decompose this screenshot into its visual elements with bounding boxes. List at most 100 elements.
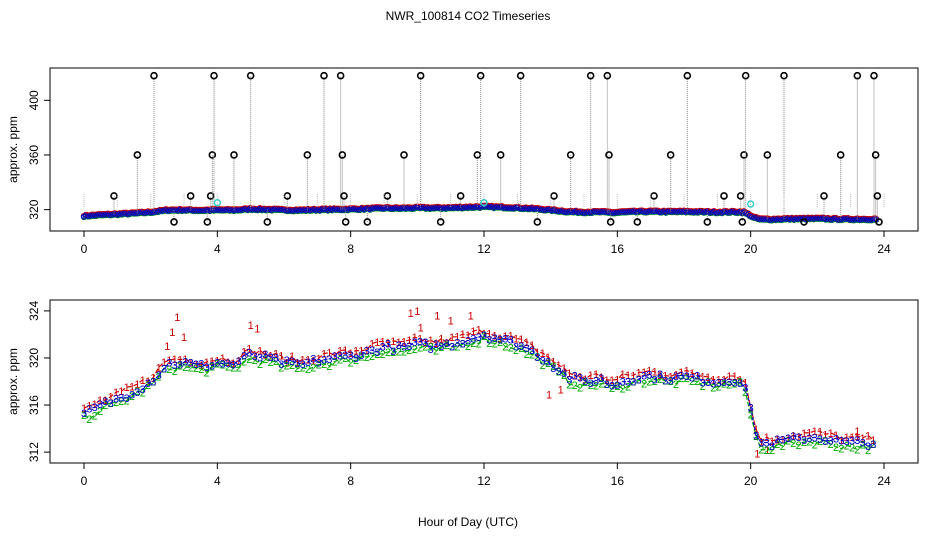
series-point-label: 1 <box>780 434 786 446</box>
x-tick-label: 4 <box>214 242 221 256</box>
series-point-label: 3 <box>705 377 711 389</box>
series-point-label: 3 <box>97 399 103 411</box>
series-point-label: 3 <box>193 359 199 371</box>
series-point-label: 1 <box>502 331 508 343</box>
spike-point <box>763 151 772 159</box>
spike-point <box>605 151 613 159</box>
series-point-label: 1 <box>588 370 594 382</box>
series-point-label: 1 <box>310 356 316 368</box>
series-point-label: 1 <box>849 432 855 444</box>
series-point-label: 1 <box>598 372 604 384</box>
series-point-label: 3 <box>278 359 284 371</box>
series-point-label: 3 <box>166 358 172 370</box>
x-tick-label: 24 <box>877 242 891 256</box>
series-point-label: 2 <box>614 381 620 393</box>
series-point-label: 3 <box>625 377 631 389</box>
spike-point <box>516 71 525 80</box>
series-point-label: 2 <box>502 342 508 354</box>
series-point-label: 1 <box>102 395 108 407</box>
series-point-label: 3 <box>673 371 679 383</box>
series-point-label: 3 <box>273 352 279 364</box>
series-point-label: 3 <box>641 371 647 383</box>
series-point-label: 1 <box>246 343 252 355</box>
x-tick-label: 0 <box>81 242 88 256</box>
series-point-label: 3 <box>518 341 524 353</box>
series-point-label: 1 <box>166 355 172 367</box>
spike-point <box>740 151 748 159</box>
series-point-label: 2 <box>385 347 391 359</box>
series-point-label: 3 <box>118 392 124 404</box>
series-point-label: 3 <box>449 341 455 353</box>
series-point-label: 1 <box>124 382 130 394</box>
spike-point <box>683 71 692 80</box>
series-point-label: 1 <box>193 359 199 371</box>
series-point-label: 3 <box>454 338 460 350</box>
series-point-label: 2 <box>582 377 588 389</box>
series-point-label: 1 <box>369 339 375 351</box>
x-axis: 0 4 8 12 16 20 24 <box>81 230 891 256</box>
series-point-label: 2 <box>465 341 471 353</box>
series-point-label: 1 <box>614 374 620 386</box>
series-point-label: 2 <box>780 441 786 453</box>
spike-point <box>303 151 312 159</box>
series-point-label: 2 <box>428 342 434 354</box>
x-tick-label: 20 <box>744 474 758 488</box>
series-point-label: 1 <box>230 358 236 370</box>
series-point-label: 3 <box>604 379 610 391</box>
series-point-label: 3 <box>758 438 764 450</box>
series-point-label: 1 <box>428 335 434 347</box>
series-point-label: 2 <box>268 357 274 369</box>
series-2: 2 2 2 2 2 2 2 2 2 2 2 22 2 22 2 2 2 2 2 2 2 2 2 2 2 2 2 2 2 2 2 2 2 2 22 2 2… <box>81 331 876 457</box>
series-point-label: 1 <box>652 367 658 379</box>
series-point-label: 3 <box>92 402 98 414</box>
series-point-label: 2 <box>742 387 748 399</box>
series-point-label: 1 <box>134 379 140 391</box>
series-point-label: 3 <box>252 351 258 363</box>
series-point-label: 3 <box>534 352 540 364</box>
spike-point <box>606 218 615 226</box>
series-point-label: 2 <box>460 339 466 351</box>
series-point-label: 3 <box>268 352 274 364</box>
spike-point <box>853 71 862 80</box>
spike-point <box>800 218 808 226</box>
series-point-label: 2 <box>732 379 738 391</box>
series-point-label: 2 <box>524 349 530 361</box>
series-point-label: 1 <box>742 377 748 389</box>
series-point-label: 3 <box>577 373 583 385</box>
series-point-label: 3 <box>630 377 636 389</box>
spike-point <box>170 218 178 226</box>
series-point-label: 3 <box>406 341 412 353</box>
series-point-label: 1 <box>434 311 440 323</box>
series-point-label: 3 <box>582 376 588 388</box>
series-point-label: 2 <box>433 345 439 357</box>
series-point-label: 1 <box>540 348 546 360</box>
series-point-label: 2 <box>289 360 295 372</box>
series-point-label: 3 <box>860 437 866 449</box>
series-point-label: 1 <box>593 369 599 381</box>
spike-point <box>633 218 642 226</box>
spike-point <box>246 71 255 80</box>
series-point-label: 1 <box>348 348 354 360</box>
series-point-label: 1 <box>150 373 156 385</box>
series-point-label: 1 <box>257 345 263 357</box>
series-point-label: 1 <box>182 354 188 366</box>
series-point-label: 1 <box>721 375 727 387</box>
series-point-label: 2 <box>561 370 567 382</box>
spike-point <box>400 151 408 159</box>
series-point-label: 3 <box>662 376 668 388</box>
series-point-label: 2 <box>92 410 98 422</box>
series-point-label: 1 <box>833 430 839 442</box>
series-point-label: 3 <box>310 354 316 366</box>
series-point-label: 3 <box>326 354 332 366</box>
series-point-label: 2 <box>662 376 668 388</box>
series-point-label: 1 <box>113 387 119 399</box>
series-point-label: 3 <box>401 341 407 353</box>
series-point-label: 3 <box>812 432 818 444</box>
series-point-label: 2 <box>716 382 722 394</box>
series-point-label: 2 <box>753 431 759 443</box>
x-tick-label: 8 <box>347 474 354 488</box>
series-point-label: 1 <box>305 354 311 366</box>
series-point-label: 1 <box>790 430 796 442</box>
series-point-label: 2 <box>497 337 503 349</box>
